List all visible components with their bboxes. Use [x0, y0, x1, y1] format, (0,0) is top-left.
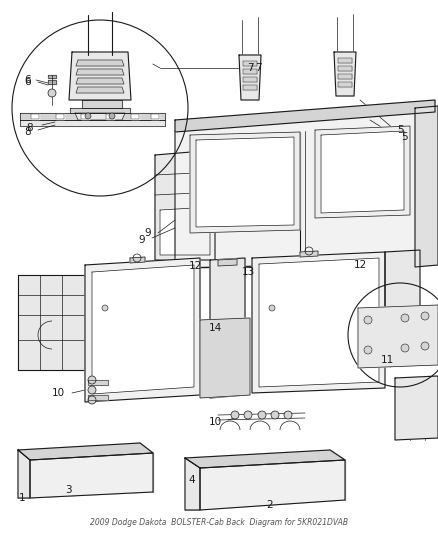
Polygon shape [160, 207, 210, 255]
Text: 9: 9 [139, 235, 145, 245]
Polygon shape [218, 259, 237, 266]
Circle shape [258, 411, 266, 419]
Circle shape [364, 346, 372, 354]
Polygon shape [243, 77, 257, 82]
Polygon shape [415, 106, 438, 267]
Polygon shape [82, 100, 122, 108]
Text: 11: 11 [380, 355, 394, 365]
Polygon shape [18, 275, 85, 370]
Polygon shape [69, 52, 131, 100]
Polygon shape [395, 376, 438, 440]
Polygon shape [338, 82, 352, 87]
Text: 3: 3 [65, 485, 71, 495]
Polygon shape [88, 380, 108, 385]
Polygon shape [385, 250, 420, 312]
Circle shape [231, 411, 239, 419]
Polygon shape [76, 69, 124, 75]
Polygon shape [252, 252, 385, 393]
Circle shape [88, 386, 96, 394]
Polygon shape [76, 78, 124, 84]
Polygon shape [321, 131, 404, 213]
Polygon shape [31, 114, 39, 119]
Polygon shape [30, 453, 153, 498]
Circle shape [88, 376, 96, 384]
Polygon shape [300, 251, 318, 257]
Text: 7: 7 [255, 63, 261, 73]
Text: 5: 5 [402, 132, 408, 142]
Circle shape [401, 314, 409, 322]
Circle shape [85, 113, 91, 119]
Polygon shape [131, 114, 139, 119]
Text: 6: 6 [25, 77, 31, 87]
Circle shape [102, 305, 108, 311]
Polygon shape [338, 58, 352, 63]
Text: 7: 7 [247, 63, 253, 73]
Circle shape [401, 344, 409, 352]
Polygon shape [130, 257, 145, 263]
Text: 8: 8 [25, 127, 31, 137]
Polygon shape [243, 85, 257, 90]
Polygon shape [196, 137, 294, 227]
Polygon shape [75, 113, 125, 120]
Polygon shape [88, 395, 108, 400]
Text: 6: 6 [25, 75, 31, 85]
Text: 4: 4 [189, 475, 195, 485]
Text: 2: 2 [267, 500, 273, 510]
Text: 14: 14 [208, 323, 222, 333]
Polygon shape [259, 258, 379, 387]
Text: 1: 1 [19, 493, 25, 503]
Polygon shape [338, 74, 352, 79]
Polygon shape [76, 87, 124, 93]
Circle shape [48, 89, 56, 97]
Circle shape [109, 113, 115, 119]
Circle shape [421, 312, 429, 320]
Polygon shape [315, 126, 410, 218]
Text: 10: 10 [51, 388, 64, 398]
Text: 12: 12 [353, 260, 367, 270]
Polygon shape [70, 108, 130, 113]
Polygon shape [175, 100, 435, 132]
Text: 2009 Dodge Dakota  BOLSTER-Cab Back  Diagram for 5KR021DVAB: 2009 Dodge Dakota BOLSTER-Cab Back Diagr… [90, 518, 348, 527]
Text: 12: 12 [188, 261, 201, 271]
Polygon shape [18, 443, 153, 460]
Polygon shape [81, 114, 89, 119]
Polygon shape [56, 114, 64, 119]
Polygon shape [20, 113, 165, 120]
Polygon shape [92, 265, 194, 394]
Text: 10: 10 [208, 417, 222, 427]
Polygon shape [155, 150, 215, 260]
Polygon shape [48, 75, 56, 78]
Polygon shape [210, 258, 245, 398]
Circle shape [284, 411, 292, 419]
Text: 9: 9 [145, 228, 151, 238]
Text: 5: 5 [397, 125, 403, 135]
Polygon shape [175, 110, 435, 268]
Text: 13: 13 [241, 267, 254, 277]
Polygon shape [243, 69, 257, 74]
Polygon shape [334, 52, 356, 96]
Polygon shape [85, 258, 200, 402]
Polygon shape [151, 114, 159, 119]
Polygon shape [239, 55, 261, 100]
Polygon shape [106, 114, 114, 119]
Circle shape [364, 316, 372, 324]
Polygon shape [185, 450, 345, 468]
Circle shape [88, 396, 96, 404]
Polygon shape [48, 80, 56, 84]
Polygon shape [243, 61, 257, 66]
Circle shape [271, 411, 279, 419]
Polygon shape [185, 458, 200, 510]
Polygon shape [190, 132, 300, 233]
Text: 8: 8 [27, 123, 33, 133]
Polygon shape [20, 120, 165, 126]
Polygon shape [200, 460, 345, 510]
Polygon shape [76, 60, 124, 66]
Circle shape [269, 305, 275, 311]
Polygon shape [358, 305, 438, 368]
Polygon shape [338, 66, 352, 71]
Polygon shape [18, 450, 30, 498]
Circle shape [244, 411, 252, 419]
Polygon shape [200, 318, 250, 398]
Circle shape [421, 342, 429, 350]
